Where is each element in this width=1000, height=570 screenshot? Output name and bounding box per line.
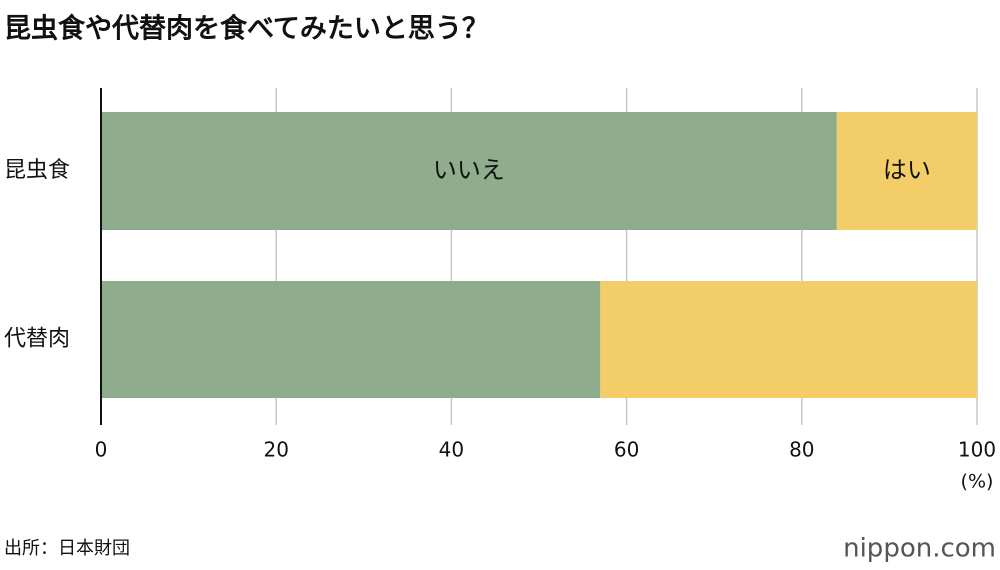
bar-segment <box>101 112 837 230</box>
x-tick-label: 40 <box>439 438 464 462</box>
bar-segment <box>101 281 601 398</box>
x-tick-label: 20 <box>263 438 288 462</box>
bar-segment <box>836 112 977 230</box>
bar-segment <box>600 281 977 398</box>
x-tick-label: 80 <box>789 438 814 462</box>
x-tick-label: 60 <box>614 438 639 462</box>
series-label: いいえ <box>433 156 505 184</box>
chart-title: 昆虫食や代替肉を食べてみたいと思う？ <box>4 13 489 45</box>
logo: nippon.com <box>843 534 996 564</box>
y-tick-label: 代替肉 <box>4 327 70 352</box>
x-axis-label: (%) <box>961 471 994 493</box>
series-label: はい <box>883 156 931 184</box>
x-tick-label: 100 <box>958 438 996 462</box>
source: 出所：日本財団 <box>4 538 130 559</box>
y-tick-label: 昆虫食 <box>4 158 70 183</box>
x-tick-label: 0 <box>95 438 108 462</box>
